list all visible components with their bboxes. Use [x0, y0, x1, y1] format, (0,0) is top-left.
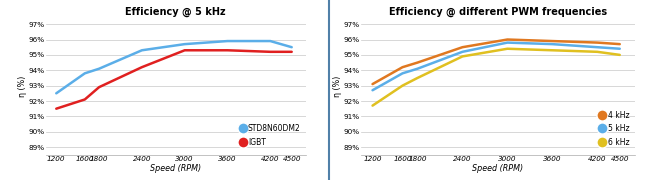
Title: Efficiency @ 5 kHz: Efficiency @ 5 kHz: [126, 7, 226, 17]
Title: Efficiency @ different PWM frequencies: Efficiency @ different PWM frequencies: [389, 7, 607, 17]
Legend: 4 kHz, 5 kHz, 6 kHz: 4 kHz, 5 kHz, 6 kHz: [598, 109, 631, 148]
X-axis label: Speed (RPM): Speed (RPM): [150, 164, 201, 173]
Legend: STD8N60DM2, IGBT: STD8N60DM2, IGBT: [238, 123, 302, 148]
Y-axis label: η (%): η (%): [18, 76, 27, 97]
Y-axis label: η (%): η (%): [333, 76, 342, 97]
X-axis label: Speed (RPM): Speed (RPM): [473, 164, 523, 173]
